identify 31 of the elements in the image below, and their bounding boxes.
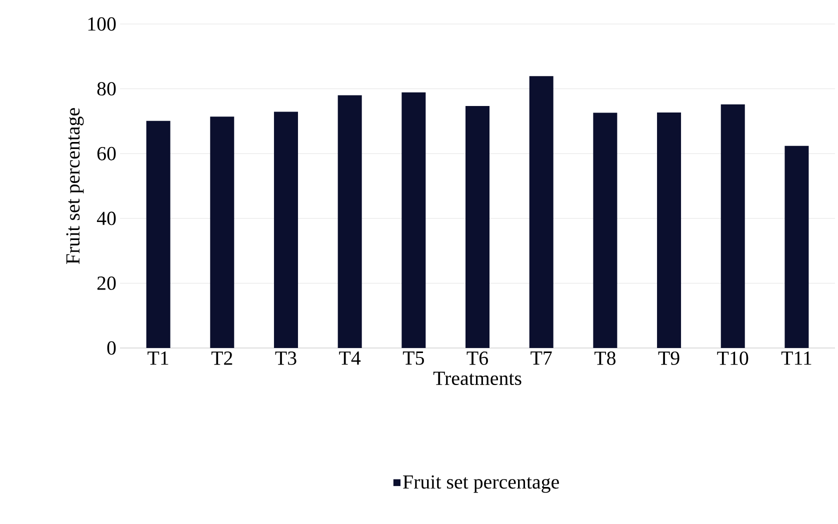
bar [338,95,362,348]
y-tick-label: 80 [97,82,116,96]
x-axis-title: Treatments [433,372,522,386]
x-tick-label: T8 [594,352,616,365]
bar [210,116,234,348]
bar [593,112,618,348]
bar [720,104,745,348]
x-tick-label: T10 [717,352,748,365]
y-tick-label: 40 [96,212,116,226]
bar [274,112,298,348]
x-tick-label: T6 [466,352,488,365]
x-tick-label: T4 [339,352,361,365]
x-tick-label: T5 [402,352,424,365]
bar [402,92,426,348]
y-tick-label: 60 [97,146,116,160]
bar [784,146,809,348]
bar [657,112,682,348]
x-tick-label: T9 [658,352,680,365]
bar [529,76,554,348]
bar [146,120,170,348]
x-tick-label: T3 [275,352,296,365]
y-tick-label: 0 [107,341,116,355]
bar [466,106,490,348]
x-tick-label: T1 [148,352,168,365]
y-tick-label: 100 [88,17,116,31]
x-tick-label: T11 [781,352,812,365]
x-tick-label: T2 [211,352,232,365]
legend-label: Fruit set percentage [403,475,559,493]
x-tick-label: T7 [530,352,552,365]
y-tick-label: 20 [97,276,116,290]
y-axis-title: Fruit set percentage [66,108,84,264]
